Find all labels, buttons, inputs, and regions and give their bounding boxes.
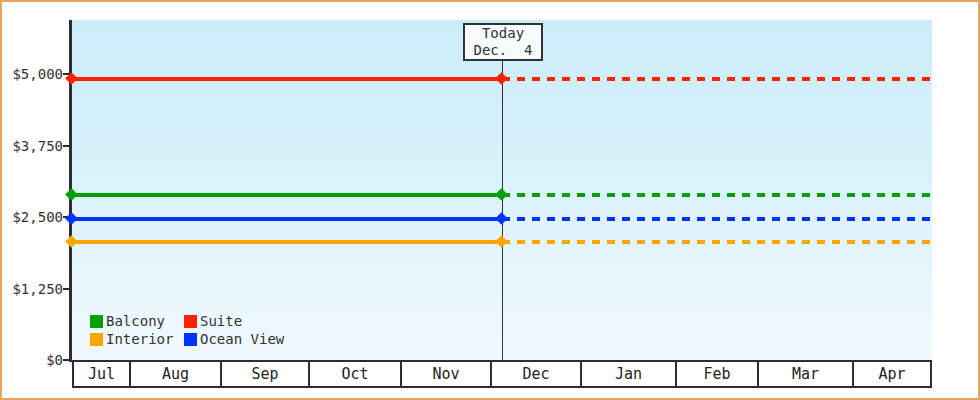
legend-item-suite: Suite	[184, 312, 284, 330]
y-tick-label: $2,500	[2, 208, 63, 226]
legend-swatch-suite	[184, 315, 197, 328]
x-axis-month-nov: Nov	[402, 362, 492, 386]
y-tick-label: $3,750	[2, 137, 63, 155]
price-history-chart: JulAugSepOctNovDecJanFebMarApr Today Dec…	[0, 0, 980, 400]
today-label-line2: Dec. 4	[473, 42, 532, 59]
series-line-dotted-ocean-view	[502, 217, 932, 221]
today-vertical-line	[502, 60, 503, 360]
x-axis-month-oct: Oct	[310, 362, 402, 386]
legend-swatch-balcony	[90, 315, 103, 328]
today-label-box: Today Dec. 4	[463, 23, 543, 61]
x-axis-month-band: JulAugSepOctNovDecJanFebMarApr	[72, 360, 932, 388]
x-axis-month-sep: Sep	[222, 362, 310, 386]
legend-label-ocean-view: Ocean View	[200, 331, 284, 347]
legend-label-balcony: Balcony	[106, 313, 165, 329]
legend-item-ocean-view: Ocean View	[184, 330, 284, 348]
series-line-dotted-interior	[502, 240, 932, 244]
legend-label-suite: Suite	[200, 313, 242, 329]
x-axis-month-dec: Dec	[492, 362, 582, 386]
series-line-dotted-balcony	[502, 193, 932, 197]
legend-swatch-interior	[90, 333, 103, 346]
legend-swatch-ocean-view	[184, 333, 197, 346]
series-line-dotted-suite	[502, 77, 932, 81]
x-axis-month-feb: Feb	[677, 362, 759, 386]
x-axis-month-jul: Jul	[74, 362, 131, 386]
legend: Balcony Suite Interior Ocean View	[90, 312, 284, 348]
y-tick-mark	[63, 359, 70, 361]
series-line-solid-suite	[72, 77, 502, 81]
x-axis-month-jan: Jan	[582, 362, 677, 386]
today-label-line1: Today	[482, 25, 524, 42]
y-tick-mark	[63, 145, 70, 147]
series-line-solid-interior	[72, 240, 502, 244]
y-tick-mark	[63, 288, 70, 290]
x-axis-month-apr: Apr	[854, 362, 930, 386]
legend-item-balcony: Balcony	[90, 312, 184, 330]
series-line-solid-balcony	[72, 193, 502, 197]
legend-label-interior: Interior	[106, 331, 173, 347]
x-axis-month-mar: Mar	[759, 362, 854, 386]
y-tick-label: $5,000	[2, 65, 63, 83]
legend-item-interior: Interior	[90, 330, 184, 348]
y-tick-label: $1,250	[2, 280, 63, 298]
series-line-solid-ocean-view	[72, 217, 502, 221]
y-tick-label: $0	[2, 351, 63, 369]
x-axis-month-aug: Aug	[131, 362, 222, 386]
